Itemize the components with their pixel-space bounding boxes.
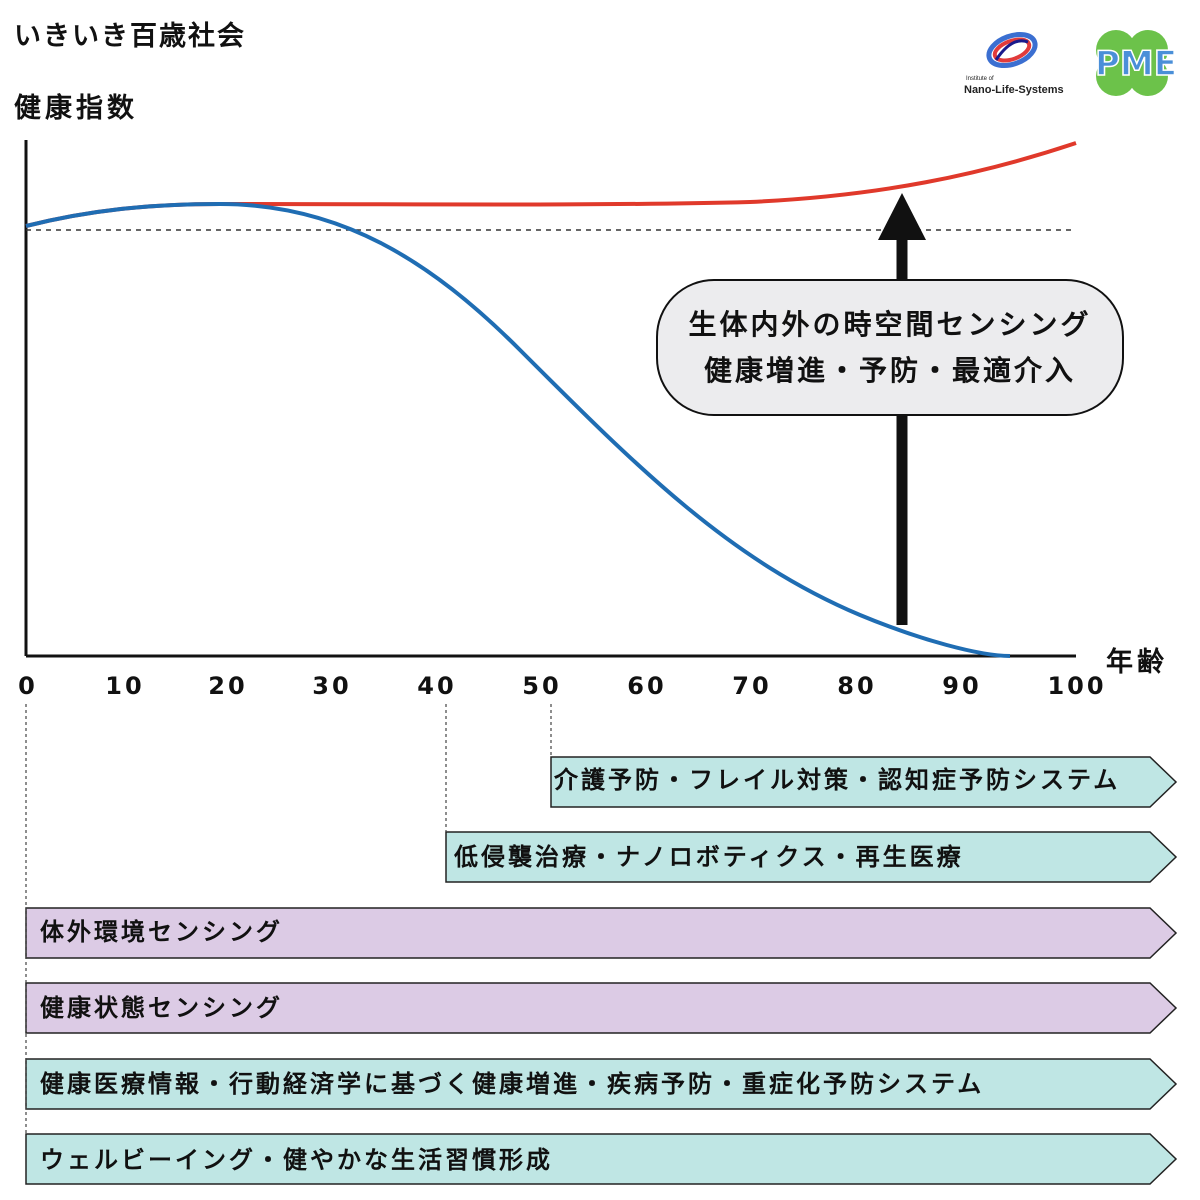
callout-line-1: 生体内外の時空間センシング (688, 307, 1092, 341)
pme-logo: PME (1094, 30, 1178, 96)
tick-label: 0 (18, 672, 38, 700)
intervention-callout: 生体内外の時空間センシング 健康増進・予防・最適介入 (656, 279, 1124, 416)
page-title: いきいき百歳社会 (14, 21, 246, 52)
red-curve (25, 141, 1077, 228)
band-arrows (25, 704, 1178, 1185)
tick-label: 50 (522, 672, 562, 700)
tick-label: 30 (312, 672, 352, 700)
tick-label: 60 (627, 672, 667, 700)
band-label: 体外環境センシング (40, 918, 283, 946)
band-label: 低侵襲治療・ナノロボティクス・再生医療 (454, 843, 964, 871)
tick-label: 40 (417, 672, 457, 700)
nano-life-swirl-icon (986, 31, 1038, 69)
x-axis-label: 年齢 (1106, 647, 1168, 678)
tick-label: 10 (105, 672, 145, 700)
band-arrow (445, 831, 1178, 883)
band-label: 健康医療情報・行動経済学に基づく健康増進・疾病予防・重症化予防システム (40, 1070, 985, 1098)
tick-label: 70 (732, 672, 772, 700)
nls-name-text: Nano-Life-Systems (964, 84, 1064, 96)
band-arrow (25, 907, 1178, 959)
tick-label: 80 (837, 672, 877, 700)
y-axis-label: 健康指数 (14, 93, 138, 124)
callout-line-2: 健康増進・予防・最適介入 (703, 353, 1076, 387)
nls-small-text: Institute of (966, 76, 994, 82)
band-label: ウェルビーイング・健やかな生活習慣形成 (40, 1146, 553, 1174)
improvement-arrow-head (878, 193, 926, 240)
blue-curve (25, 201, 1011, 658)
band-arrow (550, 756, 1178, 808)
tick-label: 90 (942, 672, 982, 700)
band-arrow (25, 1133, 1178, 1185)
clover-icon (1096, 30, 1168, 96)
tick-label: 100 (1047, 672, 1107, 700)
tick-label: 20 (208, 672, 248, 700)
band-label: 健康状態センシング (40, 994, 283, 1022)
band-label: 介護予防・フレイル対策・認知症予防システム (554, 766, 1121, 794)
pme-text: PME (1095, 44, 1177, 84)
nano-life-systems-logo: Institute of Nano-Life-Systems (964, 31, 1064, 96)
